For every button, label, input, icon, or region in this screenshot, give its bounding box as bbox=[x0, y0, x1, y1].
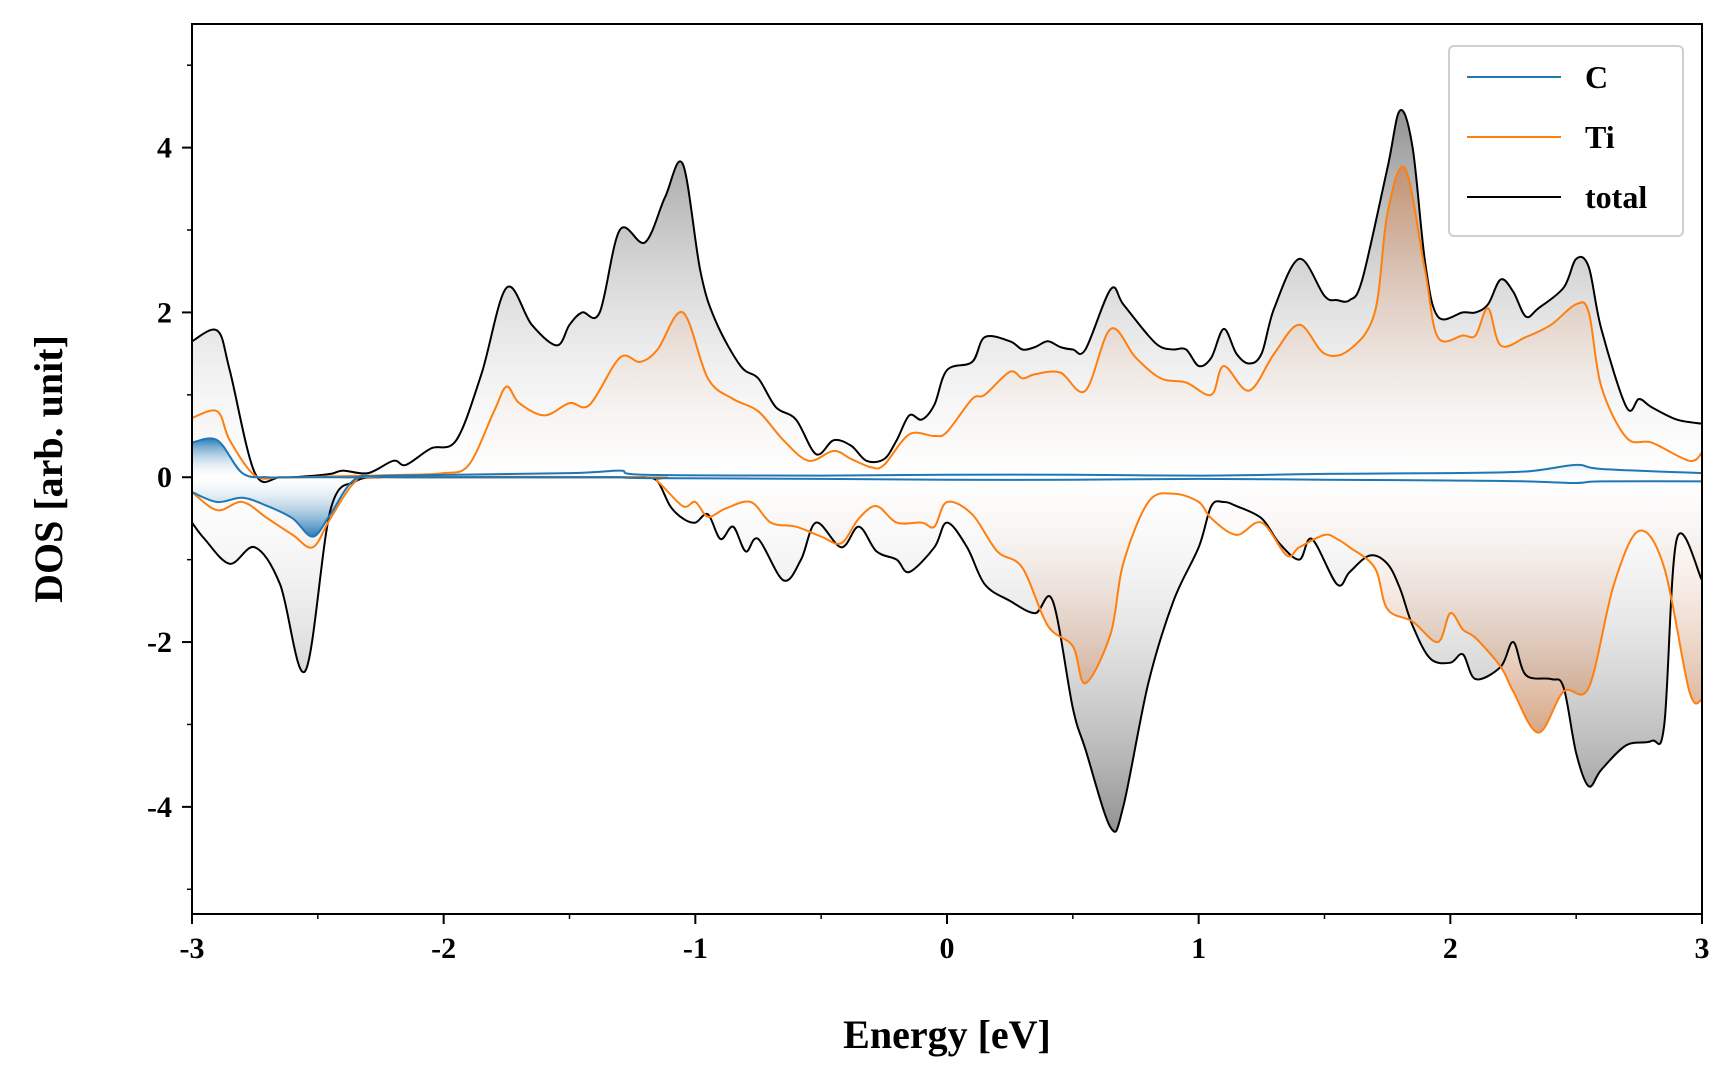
legend-label-c: C bbox=[1585, 59, 1608, 95]
c-spin-up-line bbox=[192, 437, 1702, 479]
y-tick-label: -4 bbox=[147, 791, 172, 824]
legend-box bbox=[1448, 45, 1684, 237]
x-axis-title: Energy [eV] bbox=[843, 1012, 1051, 1057]
plot-area bbox=[192, 109, 1702, 833]
ti-spin-up-line bbox=[192, 165, 1702, 480]
x-tick-label: 3 bbox=[1695, 932, 1710, 965]
c-spin-up-fill bbox=[192, 438, 1702, 478]
x-tick-label: 0 bbox=[940, 932, 955, 965]
legend-label-ti: Ti bbox=[1585, 119, 1615, 155]
y-axis-title: DOS [arb. unit] bbox=[26, 335, 71, 603]
y-tick-label: -2 bbox=[147, 626, 172, 659]
x-tick-label: -2 bbox=[431, 932, 456, 965]
x-tick-label: 1 bbox=[1191, 932, 1206, 965]
y-tick-label: 4 bbox=[157, 132, 172, 165]
x-tick-label: -1 bbox=[683, 932, 708, 965]
x-axis: -3 -2 -1 0 1 2 3 bbox=[180, 914, 1710, 965]
legend: C Ti total bbox=[1448, 45, 1684, 237]
ti-spin-down-fill bbox=[192, 476, 1702, 733]
y-tick-label: 2 bbox=[157, 296, 172, 329]
x-tick-label: -3 bbox=[180, 932, 205, 965]
c-spin-down-line bbox=[192, 474, 1702, 538]
x-tick-label: 2 bbox=[1443, 932, 1458, 965]
y-tick-label: 0 bbox=[157, 461, 172, 494]
legend-label-total: total bbox=[1585, 179, 1647, 215]
y-axis: -4 -2 0 2 4 bbox=[147, 64, 192, 891]
ti-spin-up-fill bbox=[192, 166, 1702, 479]
total-spin-up-line bbox=[192, 109, 1702, 484]
